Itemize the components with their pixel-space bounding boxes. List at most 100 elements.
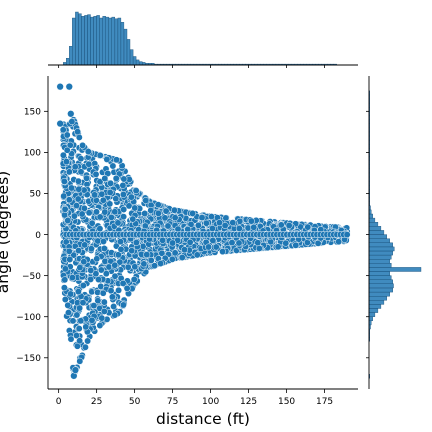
scatter-point	[335, 238, 343, 246]
right-hist-bar	[368, 308, 379, 313]
scatter-point	[84, 148, 92, 156]
scatter-point	[110, 303, 118, 310]
scatter-point	[250, 223, 258, 231]
scatter-point	[60, 192, 68, 200]
scatter-point	[285, 222, 293, 229]
scatter-point	[87, 275, 95, 283]
scatter-outlier-point	[67, 110, 75, 118]
scatter-point	[96, 322, 104, 329]
scatter-point	[170, 206, 178, 214]
scatter-point	[98, 190, 106, 198]
y-tick-label: 100	[24, 149, 41, 159]
scatter-point	[60, 284, 68, 292]
scatter-point	[65, 309, 72, 317]
top-hist-bar	[105, 16, 109, 66]
right-hist-bar	[368, 316, 373, 322]
top-hist-bar	[84, 15, 88, 66]
scatter-point	[74, 177, 82, 185]
scatter-point	[79, 282, 87, 289]
scatter-point	[76, 304, 84, 312]
right-marginal-histogram	[368, 90, 422, 379]
scatter-point	[274, 243, 282, 251]
scatter-point	[77, 317, 85, 325]
scatter-point	[186, 238, 194, 246]
scatter-point	[154, 209, 162, 217]
scatter-outlier-point	[56, 83, 64, 91]
scatter-point	[96, 151, 104, 159]
scatter-point	[84, 337, 92, 345]
right-hist-bar	[368, 275, 392, 280]
scatter-point	[132, 187, 140, 195]
scatter-point	[104, 170, 112, 177]
scatter-point	[101, 208, 109, 216]
scatter-point	[73, 311, 81, 319]
scatter-point	[120, 175, 128, 183]
scatter-point	[107, 179, 115, 187]
scatter-point	[92, 170, 100, 178]
scatter-point	[61, 296, 69, 303]
scatter-point	[151, 262, 159, 270]
scatter-point	[140, 260, 148, 268]
scatter-point	[100, 298, 108, 306]
top-hist-bar	[102, 16, 106, 66]
top-hist-bar	[135, 59, 140, 66]
y-tick-label: 50	[30, 190, 42, 200]
scatter-point	[130, 276, 138, 283]
scatter-point	[216, 219, 223, 227]
scatter-point	[219, 248, 227, 256]
scatter-point	[88, 316, 96, 324]
scatter-point	[178, 254, 186, 261]
scatter-point	[117, 245, 125, 253]
scatter-point	[171, 249, 179, 257]
top-hist-bar	[78, 13, 82, 66]
top-hist-bar	[114, 18, 119, 66]
scatter-point	[304, 223, 312, 231]
scatter-point	[99, 289, 107, 297]
right-hist-bar	[368, 283, 394, 289]
scatter-point	[93, 208, 100, 216]
scatter-point	[228, 239, 236, 247]
scatter-point	[154, 201, 162, 209]
scatter-point	[63, 131, 71, 139]
top-hist-bar	[132, 56, 137, 66]
scatter-point	[119, 279, 127, 287]
top-hist-bar	[65, 58, 70, 66]
scatter-point	[208, 213, 215, 221]
scatter-point	[70, 212, 78, 220]
scatter-point	[99, 196, 107, 204]
scatter-point	[66, 256, 74, 263]
scatter-point	[85, 160, 93, 168]
scatter-point	[75, 325, 83, 333]
scatter-point	[123, 284, 131, 292]
y-axis-title: angle (degrees)	[0, 171, 12, 293]
scatter-point	[169, 239, 177, 247]
top-hist-bar	[138, 61, 143, 66]
right-hist-bar	[368, 300, 385, 305]
scatter-point	[75, 133, 83, 141]
top-hist-bar	[90, 16, 94, 66]
right-hist-bar	[368, 267, 422, 272]
scatter-point	[88, 219, 96, 227]
right-hist-bar	[368, 291, 390, 297]
right-hist-bar	[368, 296, 387, 301]
scatter-outlier-point	[65, 83, 73, 91]
right-hist-bar	[368, 259, 390, 264]
scatter-point	[193, 251, 201, 259]
scatter-point	[81, 343, 89, 351]
scatter-point	[111, 311, 119, 319]
top-hist-bar	[75, 11, 79, 66]
right-hist-bar	[368, 221, 379, 227]
scatter-point	[59, 151, 67, 159]
scatter-point	[79, 141, 87, 149]
scatter-point	[297, 223, 304, 231]
scatter-point	[202, 219, 210, 227]
scatter-point	[61, 205, 69, 213]
scatter-point	[73, 202, 80, 210]
x-tick-label: 25	[91, 397, 102, 407]
scatter-point	[164, 222, 172, 230]
scatter-point	[74, 128, 82, 136]
scatter-point	[98, 314, 106, 322]
scatter-point	[132, 239, 140, 247]
scatter-point	[71, 163, 79, 171]
scatter-point	[94, 288, 102, 296]
